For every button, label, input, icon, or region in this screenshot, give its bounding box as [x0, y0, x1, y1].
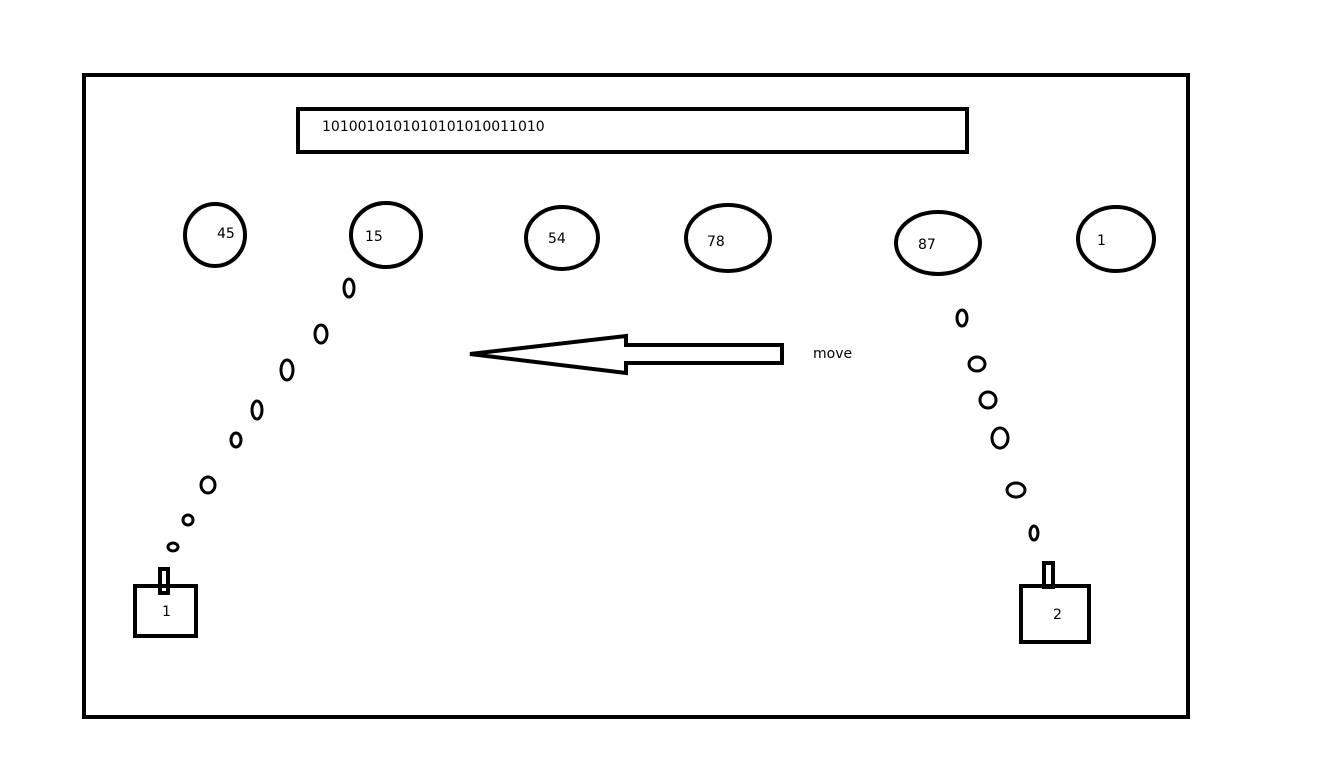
target-number: 1 [1097, 233, 1106, 249]
binary-display: 1010010101010101010011010 [296, 107, 969, 154]
target-number: 78 [707, 234, 725, 250]
shot-pellet [279, 358, 295, 382]
game-board [82, 73, 1190, 719]
shot-trail-left [166, 277, 356, 553]
shot-pellet [313, 323, 329, 345]
target-bubble-45[interactable]: 45 [183, 202, 247, 268]
cannon-player-1[interactable]: 1 [133, 567, 198, 638]
shot-pellet [199, 475, 217, 495]
shot-trail-right [955, 308, 1040, 542]
target-number: 54 [548, 231, 566, 247]
move-label: move [813, 346, 852, 362]
cannon-barrel [158, 567, 170, 595]
cannon-barrel [1042, 561, 1055, 589]
cannon-body [133, 584, 198, 638]
target-bubble-87[interactable]: 87 [894, 210, 982, 276]
shot-pellet [1028, 524, 1040, 542]
cannon-player-2[interactable]: 2 [1019, 561, 1091, 644]
cannon-body [1019, 584, 1091, 644]
shot-pellet [978, 390, 998, 410]
target-bubble-15[interactable]: 15 [349, 201, 423, 269]
shot-pellet [1005, 481, 1027, 499]
binary-display-box [296, 107, 969, 154]
player-number: 1 [162, 604, 171, 620]
shot-pellet [166, 541, 180, 553]
shot-pellet [250, 399, 264, 421]
shot-pellet [229, 431, 243, 449]
shot-pellet [967, 355, 987, 373]
target-number: 87 [918, 237, 936, 253]
arrow-left-icon [469, 333, 784, 376]
move-hint: move [469, 333, 852, 376]
target-bubble-54[interactable]: 54 [524, 205, 600, 271]
target-bubble-1[interactable]: 1 [1076, 205, 1156, 273]
shot-pellet [955, 308, 969, 328]
player-number: 2 [1053, 607, 1062, 623]
target-number: 45 [217, 226, 235, 242]
shot-pellet [181, 513, 195, 527]
target-number: 15 [365, 229, 383, 245]
shot-pellet [342, 277, 356, 299]
binary-display-value: 1010010101010101010011010 [322, 119, 545, 135]
target-bubble-78[interactable]: 78 [684, 203, 772, 273]
shot-pellet [990, 426, 1010, 450]
